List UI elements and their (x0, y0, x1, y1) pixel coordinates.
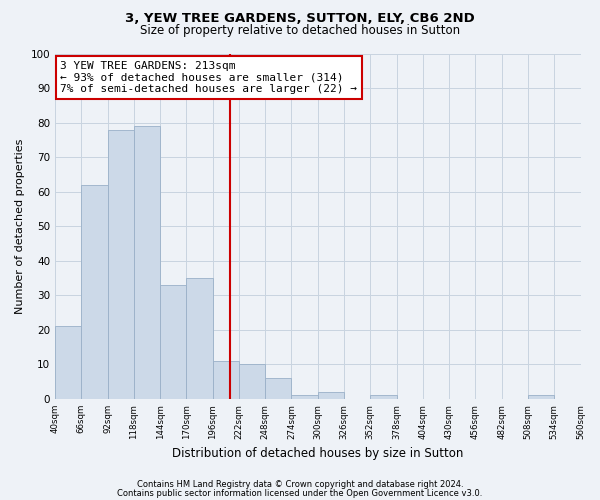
Bar (265, 378, 292, 399)
Bar (212, 361, 239, 399)
Bar (528, 396, 554, 399)
Bar (187, 278, 212, 399)
Text: Contains HM Land Registry data © Crown copyright and database right 2024.: Contains HM Land Registry data © Crown c… (137, 480, 463, 489)
Text: Contains public sector information licensed under the Open Government Licence v3: Contains public sector information licen… (118, 488, 482, 498)
X-axis label: Distribution of detached houses by size in Sutton: Distribution of detached houses by size … (172, 447, 463, 460)
Bar (318, 392, 344, 399)
Bar (292, 396, 318, 399)
Bar (239, 364, 265, 399)
Text: Size of property relative to detached houses in Sutton: Size of property relative to detached ho… (140, 24, 460, 37)
Bar (55, 326, 82, 399)
Y-axis label: Number of detached properties: Number of detached properties (15, 139, 25, 314)
Text: 3 YEW TREE GARDENS: 213sqm
← 93% of detached houses are smaller (314)
7% of semi: 3 YEW TREE GARDENS: 213sqm ← 93% of deta… (60, 61, 357, 94)
Text: 3, YEW TREE GARDENS, SUTTON, ELY, CB6 2ND: 3, YEW TREE GARDENS, SUTTON, ELY, CB6 2N… (125, 12, 475, 26)
Bar (134, 126, 160, 399)
Bar (82, 185, 107, 399)
Bar (160, 285, 187, 399)
Bar (370, 396, 397, 399)
Bar (107, 130, 134, 399)
